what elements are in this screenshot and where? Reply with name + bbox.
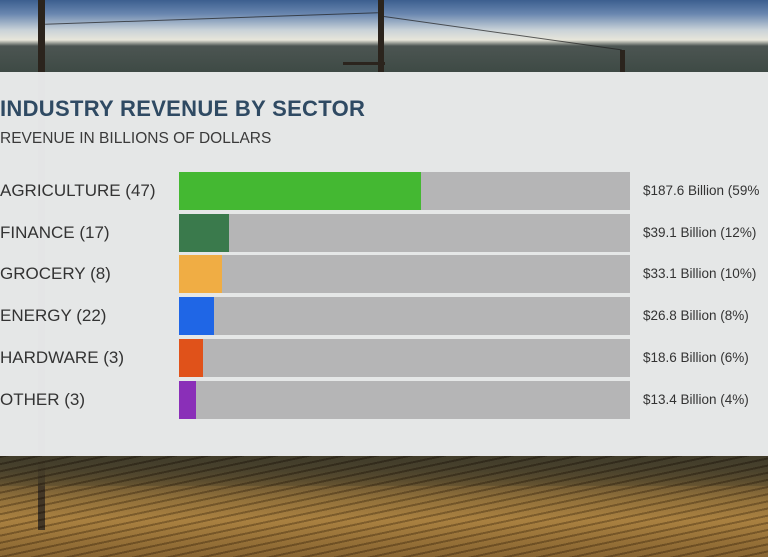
value-label: $187.6 Billion (59%: [643, 183, 760, 198]
utility-pole: [378, 0, 384, 72]
value-label: $33.1 Billion (10%): [643, 266, 757, 281]
bar: [179, 214, 229, 252]
bar-track: [179, 214, 630, 252]
category-label: FINANCE (17): [0, 223, 110, 242]
chart-subtitle: REVENUE IN BILLIONS OF DOLLARS: [0, 130, 272, 147]
bar: [179, 381, 196, 419]
bar-track: [179, 255, 630, 293]
bar-track: [179, 339, 630, 377]
chart-title: INDUSTRY REVENUE BY SECTOR: [0, 96, 366, 121]
value-label: $13.4 Billion (4%): [643, 392, 749, 407]
bar: [179, 172, 421, 210]
bar: [179, 297, 214, 335]
category-label: OTHER (3): [0, 390, 85, 409]
bar: [179, 255, 222, 293]
value-label: $39.1 Billion (12%): [643, 225, 757, 240]
value-label: $26.8 Billion (8%): [643, 308, 749, 323]
utility-pole: [620, 50, 625, 72]
power-line: [45, 12, 378, 25]
category-label: HARDWARE (3): [0, 348, 125, 367]
bar-track: [179, 172, 630, 210]
value-label: $18.6 Billion (6%): [643, 350, 749, 365]
category-label: AGRICULTURE (47): [0, 181, 156, 200]
power-line: [383, 16, 622, 51]
pole-crossarm: [343, 62, 385, 65]
category-label: GROCERY (8): [0, 264, 111, 283]
bar-track: [179, 297, 630, 335]
category-label: ENERGY (22): [0, 306, 107, 325]
bar-track: [179, 381, 630, 419]
bar: [179, 339, 203, 377]
crop-field: [0, 456, 768, 557]
horizon-trees: [0, 456, 768, 486]
